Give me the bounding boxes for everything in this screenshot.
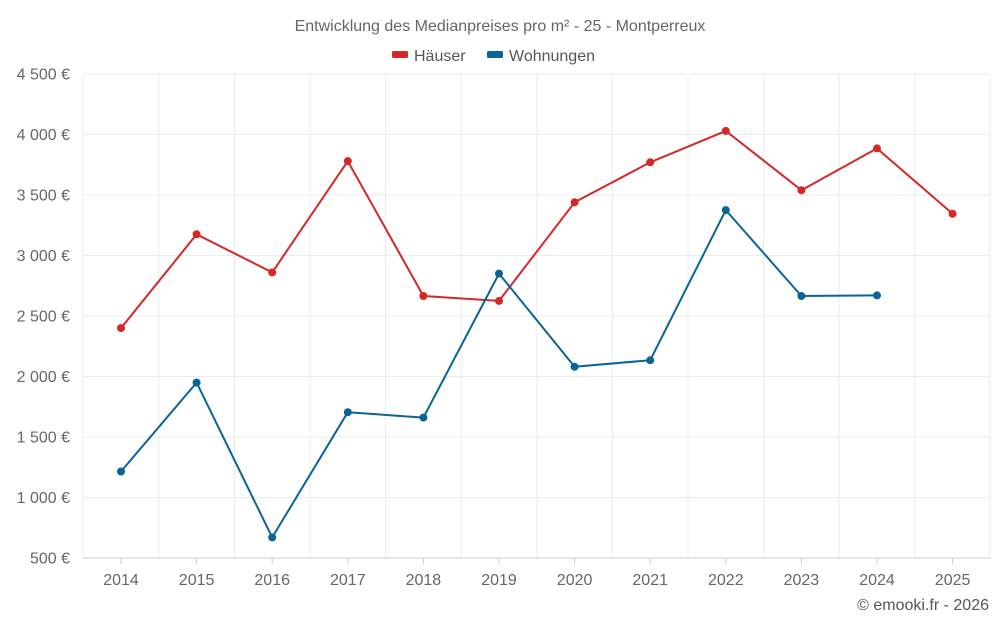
x-tick-label: 2018 bbox=[406, 572, 442, 589]
data-point-wohnungen[interactable] bbox=[117, 467, 125, 476]
data-point-wohnungen[interactable] bbox=[646, 356, 655, 365]
y-tick-label: 2 000 € bbox=[17, 369, 70, 386]
x-tick-label: 2016 bbox=[254, 572, 290, 589]
y-tick-label: 500 € bbox=[30, 551, 70, 568]
data-point-haeuser[interactable] bbox=[268, 268, 277, 277]
x-tick-label: 2023 bbox=[784, 572, 820, 589]
y-tick-label: 4 500 € bbox=[17, 67, 70, 84]
data-point-wohnungen[interactable] bbox=[495, 269, 503, 278]
legend-label-wohnungen: Wohnungen bbox=[509, 48, 595, 65]
data-point-haeuser[interactable] bbox=[948, 209, 957, 218]
legend-label-haeuser: Häuser bbox=[414, 48, 466, 65]
legend-swatch-wohnungen bbox=[487, 51, 503, 58]
x-tick-label: 2022 bbox=[708, 572, 744, 589]
y-tick-label: 1 500 € bbox=[17, 430, 70, 447]
data-point-wohnungen[interactable] bbox=[419, 413, 428, 422]
legend: Häuser Wohnungen bbox=[392, 48, 595, 65]
chart-title: Entwicklung des Medianpreises pro m² - 2… bbox=[295, 18, 706, 35]
data-point-wohnungen[interactable] bbox=[873, 291, 881, 300]
x-tick-label: 2015 bbox=[179, 572, 215, 589]
data-point-wohnungen[interactable] bbox=[343, 408, 352, 417]
data-point-haeuser[interactable] bbox=[117, 324, 125, 333]
data-point-haeuser[interactable] bbox=[343, 157, 352, 166]
legend-item-wohnungen[interactable]: Wohnungen bbox=[487, 48, 595, 65]
x-gridlines bbox=[82, 74, 991, 558]
x-tick-label: 2019 bbox=[481, 572, 517, 589]
x-tick-label: 2024 bbox=[859, 572, 895, 589]
y-tick-label: 3 000 € bbox=[17, 248, 70, 265]
y-tick-label: 4 000 € bbox=[17, 127, 70, 144]
x-tick-label: 2017 bbox=[330, 572, 366, 589]
copyright-footer: © emooki.fr - 2026 bbox=[857, 597, 989, 614]
data-point-haeuser[interactable] bbox=[495, 296, 503, 305]
series-layer bbox=[117, 126, 957, 542]
x-tick-label: 2020 bbox=[557, 572, 593, 589]
y-tick-label: 2 500 € bbox=[17, 309, 70, 326]
data-point-haeuser[interactable] bbox=[797, 186, 806, 195]
data-point-wohnungen[interactable] bbox=[268, 533, 277, 542]
data-point-wohnungen[interactable] bbox=[721, 206, 730, 215]
x-axis-ticks: 2014 2015 2016 2017 2018 2019 2020 2021 2022 2023… bbox=[103, 558, 970, 589]
data-point-haeuser[interactable] bbox=[419, 292, 428, 300]
data-point-wohnungen[interactable] bbox=[797, 292, 806, 300]
legend-item-haeuser[interactable]: Häuser bbox=[392, 48, 466, 65]
data-point-wohnungen[interactable] bbox=[570, 362, 579, 371]
data-point-haeuser[interactable] bbox=[721, 126, 730, 135]
data-point-wohnungen[interactable] bbox=[192, 378, 201, 387]
x-tick-label: 2025 bbox=[935, 572, 971, 589]
legend-swatch-haeuser bbox=[392, 51, 408, 58]
x-tick-label: 2014 bbox=[103, 572, 139, 589]
data-point-haeuser[interactable] bbox=[646, 158, 655, 167]
data-point-haeuser[interactable] bbox=[192, 230, 201, 239]
x-tick-label: 2021 bbox=[632, 572, 668, 589]
y-axis-ticks: 500 € 1 000 € 1 500 € 2 000 € 2 500 € 3 000 €… bbox=[17, 67, 70, 568]
data-point-haeuser[interactable] bbox=[570, 198, 579, 207]
series-line-haeuser bbox=[120, 129, 954, 329]
y-tick-label: 1 000 € bbox=[17, 490, 70, 507]
data-point-haeuser[interactable] bbox=[873, 144, 881, 153]
y-tick-label: 3 500 € bbox=[17, 188, 70, 205]
